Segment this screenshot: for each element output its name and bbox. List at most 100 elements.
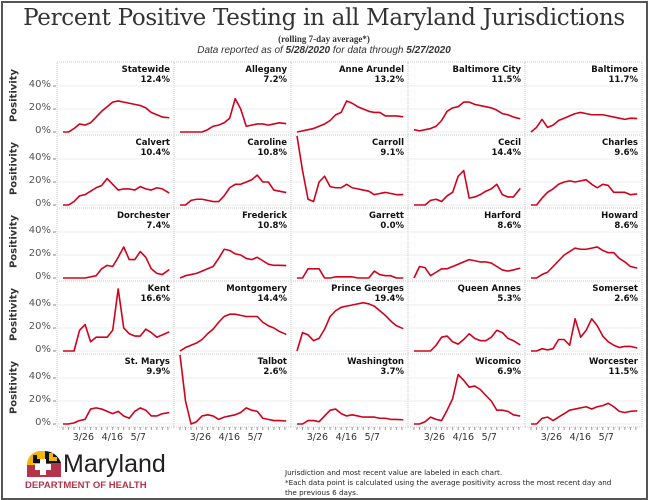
series-line <box>63 177 170 206</box>
panel-latest-value: 7.2% <box>263 75 287 85</box>
series-line <box>414 373 521 425</box>
x-tick-label: 3/26 <box>540 432 563 443</box>
series-line <box>180 97 287 133</box>
series-line <box>297 267 404 279</box>
panel-border <box>524 353 643 428</box>
footnote-1: Jurisdiction and most recent value are l… <box>285 468 503 477</box>
panel-name: Wicomico <box>475 357 521 367</box>
panel-name: Cecil <box>498 138 521 148</box>
y-tick-label: 40% <box>28 79 51 90</box>
panel-latest-value: 9.6% <box>614 148 638 158</box>
x-tick-label: 3/26 <box>189 432 212 443</box>
panel-name: Caroline <box>247 138 287 148</box>
panel-name: Allegany <box>245 65 287 75</box>
panel-latest-value: 8.6% <box>497 221 521 231</box>
y-axis-label: Positivity <box>8 68 20 123</box>
series-line <box>179 313 287 352</box>
panel-latest-value: 9.1% <box>380 148 404 158</box>
series-line <box>179 248 287 279</box>
x-tick-label: 4/16 <box>101 432 124 443</box>
series-line <box>296 301 404 352</box>
panel-latest-value: 11.5% <box>491 75 522 85</box>
y-tick-label: 40% <box>28 298 51 309</box>
data-mid: for data through <box>330 45 407 56</box>
panel-latest-value: 11.5% <box>608 367 639 377</box>
panel-name: Somerset <box>592 284 638 294</box>
x-tick-label: 5/7 <box>598 432 614 443</box>
footnote-2: *Each data point is calculated using the… <box>285 478 612 497</box>
subtitle: (rolling 7-day average*) <box>278 34 370 44</box>
panel-name: Anne Arundel <box>338 65 404 75</box>
x-tick-label: 3/26 <box>72 432 95 443</box>
x-tick-label: 5/7 <box>130 432 146 443</box>
series-line <box>531 178 638 206</box>
series-line <box>297 408 404 425</box>
series-line <box>296 135 404 203</box>
panel-name: Worcester <box>589 357 638 367</box>
panel-latest-value: 8.6% <box>614 221 638 231</box>
panel-name: Montgomery <box>226 284 287 294</box>
series-line <box>530 111 638 133</box>
panel-latest-value: 11.7% <box>608 75 639 85</box>
footnotes: Jurisdiction and most recent value are l… <box>285 468 625 498</box>
panel-name: Kent <box>147 284 170 294</box>
panel-latest-value: 2.6% <box>263 367 287 377</box>
panel-name: Garrett <box>369 211 404 221</box>
y-tick-label: 0% <box>35 344 51 355</box>
y-tick-label: 40% <box>28 371 51 382</box>
panel-name: St. Marys <box>124 357 170 367</box>
panel-latest-value: 7.4% <box>146 221 170 231</box>
panel-name: Frederick <box>242 211 287 221</box>
x-tick-label: 5/7 <box>481 432 497 443</box>
series-line <box>63 246 170 279</box>
panel-latest-value: 2.6% <box>614 294 638 304</box>
panel-border <box>290 353 409 428</box>
report-date: 5/28/2020 <box>285 45 331 56</box>
panel-worcester <box>524 353 643 428</box>
series-line <box>414 329 521 352</box>
y-tick-label: 20% <box>28 394 51 405</box>
y-tick-label: 20% <box>28 248 51 259</box>
panel-queen-annes <box>407 280 526 355</box>
series-line <box>414 169 521 206</box>
panel-prince-georges <box>290 280 409 355</box>
panel-name: Statewide <box>121 65 170 75</box>
panel-latest-value: 19.4% <box>374 294 405 304</box>
panel-latest-value: 0.0% <box>380 221 404 231</box>
panel-latest-value: 10.8% <box>257 221 288 231</box>
series-line <box>413 258 521 279</box>
series-line <box>180 174 287 206</box>
panel-latest-value: 5.3% <box>497 294 521 304</box>
panel-border <box>56 353 175 428</box>
panel-latest-value: 10.4% <box>140 148 171 158</box>
x-tick-label: 5/7 <box>247 432 263 443</box>
series-line <box>531 246 638 279</box>
y-axis-label: Positivity <box>8 360 20 415</box>
series-line <box>179 354 287 425</box>
x-tick-label: 4/16 <box>569 432 592 443</box>
panel-latest-value: 6.9% <box>497 367 521 377</box>
department-label: DEPARTMENT OF HEALTH <box>25 480 147 491</box>
panel-washington <box>290 353 409 428</box>
y-tick-label: 40% <box>28 225 51 236</box>
panel-latest-value: 14.4% <box>257 294 288 304</box>
y-axis-label: Positivity <box>8 287 20 342</box>
panel-garrett <box>290 207 409 282</box>
series-line <box>531 317 638 352</box>
series-line <box>63 407 170 425</box>
logo-text: Maryland <box>63 450 166 478</box>
series-line <box>413 101 521 132</box>
panel-st-marys <box>56 353 175 428</box>
y-tick-label: 0% <box>35 125 51 136</box>
x-tick-label: 3/26 <box>423 432 446 443</box>
panel-kent <box>56 280 175 355</box>
panel-name: Dorchester <box>116 211 170 221</box>
series-line <box>63 288 170 352</box>
panel-name: Prince Georges <box>331 284 404 294</box>
panel-name: Harford <box>484 211 521 221</box>
page-title: Percent Positive Testing in all Maryland… <box>23 5 625 31</box>
panel-name: Baltimore City <box>452 65 521 75</box>
panel-latest-value: 16.6% <box>140 294 171 304</box>
